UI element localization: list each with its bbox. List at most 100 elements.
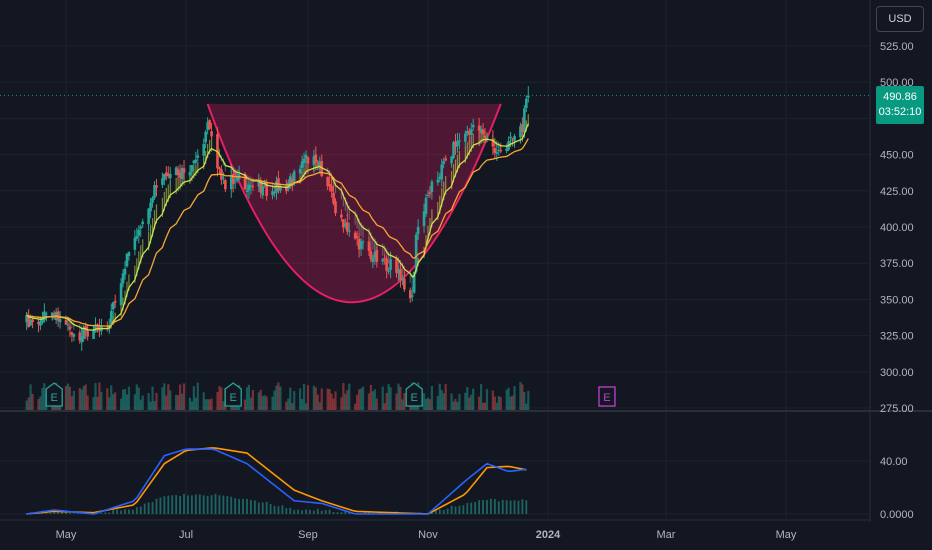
cup-curve[interactable] — [206, 103, 502, 304]
candle-body[interactable] — [196, 155, 200, 158]
candle-body[interactable] — [25, 315, 28, 323]
candle-body[interactable] — [92, 330, 95, 339]
candle-body[interactable] — [357, 238, 361, 250]
candle-body[interactable] — [31, 319, 34, 323]
candle-body[interactable] — [208, 120, 211, 129]
candle-body[interactable] — [495, 152, 499, 154]
candle-body[interactable] — [523, 108, 526, 133]
candle-body[interactable] — [153, 185, 156, 198]
candle-body[interactable] — [50, 312, 54, 317]
candle-body[interactable] — [94, 324, 97, 332]
candle-body[interactable] — [346, 222, 349, 232]
candle-body[interactable] — [334, 201, 337, 214]
candle-body[interactable] — [403, 278, 406, 290]
candle-body[interactable] — [66, 324, 70, 326]
candle-body[interactable] — [444, 158, 447, 161]
candle-body[interactable] — [288, 176, 292, 186]
candle-body[interactable] — [257, 181, 261, 187]
cup-pattern-drawing[interactable] — [206, 103, 502, 304]
candle-body[interactable] — [456, 140, 459, 147]
candle-body[interactable] — [355, 236, 359, 239]
candle-body[interactable] — [340, 214, 343, 218]
candle-body[interactable] — [454, 141, 457, 147]
candle-body[interactable] — [304, 154, 308, 159]
candle-body[interactable] — [243, 173, 247, 190]
candle-body[interactable] — [306, 157, 310, 164]
candle-body[interactable] — [426, 194, 430, 196]
candle-body[interactable] — [190, 165, 194, 172]
candle-body[interactable] — [224, 180, 227, 190]
candle-body[interactable] — [483, 135, 487, 139]
candle-body[interactable] — [125, 253, 129, 267]
candle-body[interactable] — [332, 192, 335, 204]
candle-body[interactable] — [387, 270, 390, 272]
candle-body[interactable] — [430, 181, 434, 193]
candle-body[interactable] — [43, 311, 46, 320]
candle-body[interactable] — [80, 336, 84, 343]
candle-body[interactable] — [477, 125, 481, 131]
candle-body[interactable] — [290, 178, 294, 184]
candle-body[interactable] — [113, 300, 117, 303]
candle-body[interactable] — [440, 164, 444, 180]
candle-body[interactable] — [361, 241, 365, 243]
candle-body[interactable] — [511, 139, 514, 141]
candle-body[interactable] — [479, 128, 483, 133]
candle-body[interactable] — [385, 258, 388, 271]
candle-body[interactable] — [72, 333, 76, 337]
candle-body[interactable] — [235, 177, 239, 181]
earnings-marker[interactable]: E — [224, 382, 242, 407]
candle-body[interactable] — [450, 156, 453, 164]
candle-body[interactable] — [369, 250, 373, 260]
candle-body[interactable] — [464, 133, 467, 142]
candle-body[interactable] — [499, 149, 503, 152]
candle-body[interactable] — [188, 172, 192, 176]
candle-body[interactable] — [383, 257, 386, 259]
candle-body[interactable] — [247, 184, 251, 191]
candle-body[interactable] — [249, 185, 253, 187]
candle-body[interactable] — [119, 283, 123, 306]
candle-body[interactable] — [149, 202, 152, 212]
candle-body[interactable] — [442, 161, 446, 164]
candle-body[interactable] — [82, 327, 86, 339]
candle-body[interactable] — [436, 179, 440, 183]
candle-body[interactable] — [263, 183, 266, 185]
candle-body[interactable] — [367, 241, 371, 251]
candle-body[interactable] — [401, 278, 404, 280]
candle-body[interactable] — [513, 136, 516, 141]
candle-body[interactable] — [137, 229, 141, 236]
candle-body[interactable] — [381, 259, 385, 262]
candle-body[interactable] — [422, 211, 426, 226]
candle-body[interactable] — [412, 271, 416, 293]
candle-body[interactable] — [78, 332, 82, 341]
candle-body[interactable] — [111, 302, 115, 310]
candle-body[interactable] — [251, 186, 255, 188]
candle-body[interactable] — [353, 232, 357, 239]
candle-body[interactable] — [204, 131, 207, 143]
candle-body[interactable] — [86, 331, 89, 337]
candle-body[interactable] — [375, 250, 379, 262]
candle-body[interactable] — [485, 137, 489, 140]
candle-body[interactable] — [182, 168, 186, 173]
candle-body[interactable] — [109, 311, 113, 324]
candle-body[interactable] — [344, 223, 347, 226]
candle-body[interactable] — [168, 173, 172, 179]
candle-body[interactable] — [526, 95, 530, 98]
candle-body[interactable] — [123, 268, 127, 275]
candle-body[interactable] — [265, 181, 268, 196]
candle-body[interactable] — [326, 176, 329, 187]
candle-body[interactable] — [155, 185, 158, 188]
currency-button[interactable]: USD — [876, 6, 924, 32]
candle-body[interactable] — [519, 126, 522, 138]
candle-body[interactable] — [39, 321, 42, 326]
candle-body[interactable] — [174, 167, 178, 176]
candle-body[interactable] — [166, 173, 170, 176]
earnings-marker[interactable]: E — [598, 386, 616, 407]
candle-body[interactable] — [410, 295, 414, 297]
candle-body[interactable] — [373, 252, 377, 259]
candle-body[interactable] — [68, 326, 72, 330]
candle-body[interactable] — [41, 318, 44, 323]
candle-body[interactable] — [163, 173, 166, 180]
candle-body[interactable] — [210, 131, 213, 137]
